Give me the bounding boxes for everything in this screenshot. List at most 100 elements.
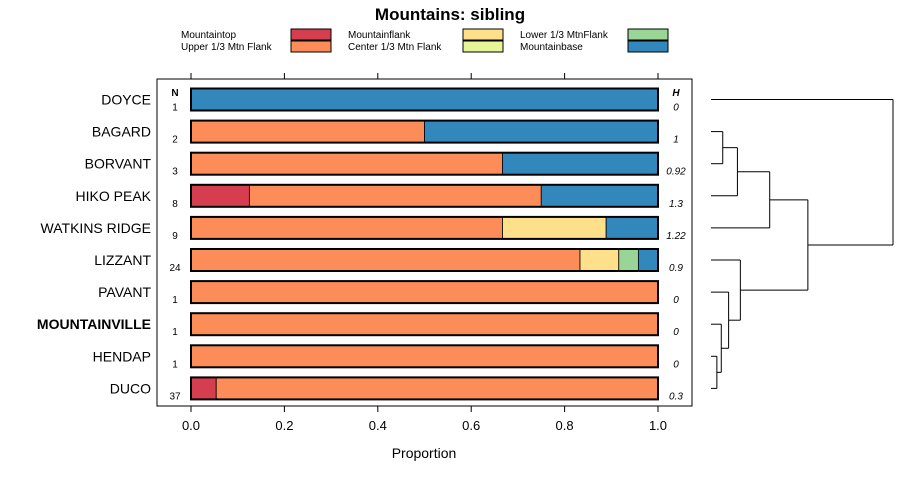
bar-outline — [190, 151, 659, 176]
bar-segment — [190, 248, 581, 272]
legend-swatch — [627, 28, 669, 41]
row-label: HENDAP — [93, 348, 151, 364]
h-value: 0.92 — [666, 167, 686, 178]
x-tick-label: 0.8 — [556, 418, 574, 433]
legend-swatch — [462, 40, 504, 53]
legend-entry: Mountainflank — [348, 28, 504, 41]
legend-entry: Mountaintop — [181, 28, 332, 41]
h-value: 1.22 — [666, 231, 686, 242]
x-tick-label: 0.2 — [275, 418, 293, 433]
bar-row: HIKO PEAK 8 1.3 — [76, 183, 683, 210]
bar-outline — [190, 87, 659, 112]
h-value: 1.3 — [669, 199, 683, 210]
bar-row: DUCO 37 0.3 — [110, 376, 683, 402]
bar-segment — [618, 248, 639, 272]
legend-entry: Mountainbase — [520, 40, 669, 53]
bar-row: HENDAP 1 0 — [93, 344, 679, 370]
bar-segment — [424, 120, 659, 143]
legend-label: Center 1/3 Mtn Flank — [348, 42, 442, 53]
n-value: 9 — [172, 231, 178, 242]
x-tick-label: 0.4 — [369, 418, 387, 433]
bar-row: BAGARD 2 1 — [92, 119, 679, 146]
bar-segment — [502, 152, 659, 176]
bar-outline — [190, 312, 659, 337]
bar-segment — [190, 152, 503, 176]
n-value: 3 — [172, 167, 178, 178]
n-value: 8 — [172, 199, 178, 210]
h-value: 0.9 — [669, 263, 683, 274]
legend-label: Mountaintop — [181, 30, 236, 41]
bar-outline — [190, 344, 659, 369]
legend-entry: Upper 1/3 Mtn Flank — [181, 40, 332, 53]
row-label: HIKO PEAK — [76, 188, 152, 204]
n-value: 2 — [172, 135, 178, 146]
row-label: DUCO — [110, 380, 151, 396]
legend-swatch — [627, 40, 669, 53]
bar-row: WATKINS RIDGE 9 1.22 — [41, 215, 686, 242]
x-tick-label: 1.0 — [649, 418, 667, 433]
bar-outline — [190, 376, 659, 401]
legend-swatch — [290, 28, 332, 41]
row-label: WATKINS RIDGE — [41, 220, 151, 236]
bar-segment — [605, 216, 659, 240]
row-label: DOYCE — [101, 92, 151, 108]
h-value: 1 — [673, 135, 679, 146]
bar-segment — [540, 184, 659, 208]
bar-row: LIZZANT 24 0.9 — [94, 248, 683, 274]
chart-title: Mountains: sibling — [375, 5, 525, 24]
bar-segment — [190, 184, 250, 208]
legend-label: Mountainflank — [348, 30, 411, 41]
bar-outline — [190, 183, 659, 208]
n-value: 1 — [172, 103, 178, 114]
bar-outline — [190, 119, 659, 144]
x-axis-label: Proportion — [392, 445, 457, 461]
legend-swatch — [290, 40, 332, 53]
plot-frame — [156, 78, 693, 407]
row-label: MOUNTAINVILLE — [37, 316, 151, 332]
n-value: 1 — [172, 359, 178, 370]
h-value: 0 — [673, 295, 679, 306]
legend-label: Mountainbase — [520, 42, 583, 53]
bar-segment — [215, 376, 659, 400]
legend-label: Lower 1/3 MtnFlank — [520, 30, 609, 41]
bar-outline — [190, 215, 659, 240]
bar-segment — [190, 88, 659, 111]
bar-row: DOYCE 1 0 — [101, 87, 679, 114]
bar-segment — [190, 280, 659, 304]
bar-segment — [637, 248, 659, 272]
bar-segment — [502, 216, 607, 240]
bar-segment — [190, 312, 659, 336]
bar-segment — [190, 344, 659, 368]
row-label: LIZZANT — [94, 252, 151, 268]
legend-label: Upper 1/3 Mtn Flank — [181, 42, 273, 53]
legend-entry: Center 1/3 Mtn Flank — [348, 40, 504, 53]
h-column-header: H — [672, 88, 680, 99]
n-value: 1 — [172, 327, 178, 338]
x-tick-label: 0.6 — [462, 418, 480, 433]
plot-area: N H 0.0 0.2 0.4 0.6 0.8 1.0 DOYCE 1 0 BAGARD 2 1 BORVA… — [37, 73, 693, 433]
legend-swatch — [462, 28, 504, 41]
h-value: 0.3 — [669, 391, 683, 402]
h-value: 0 — [673, 327, 679, 338]
bar-segment — [190, 120, 425, 143]
bar-segment — [248, 184, 542, 208]
h-value: 0 — [673, 103, 679, 114]
bar-segment — [190, 376, 217, 400]
row-label: PAVANT — [98, 284, 151, 300]
bar-row: MOUNTAINVILLE 1 0 — [37, 312, 679, 338]
n-value: 1 — [172, 295, 178, 306]
bar-row: PAVANT 1 0 — [98, 280, 679, 306]
bar-row: BORVANT 3 0.92 — [85, 151, 686, 178]
row-label: BORVANT — [85, 156, 152, 172]
h-value: 0 — [673, 359, 679, 370]
x-tick-label: 0.0 — [182, 418, 200, 433]
dendrogram — [711, 99, 894, 389]
bar-outline — [190, 248, 659, 272]
bar-segment — [190, 216, 503, 240]
legend-entry: Lower 1/3 MtnFlank — [520, 28, 669, 41]
n-value: 37 — [169, 391, 181, 402]
n-value: 24 — [169, 263, 181, 274]
row-label: BAGARD — [92, 124, 151, 140]
